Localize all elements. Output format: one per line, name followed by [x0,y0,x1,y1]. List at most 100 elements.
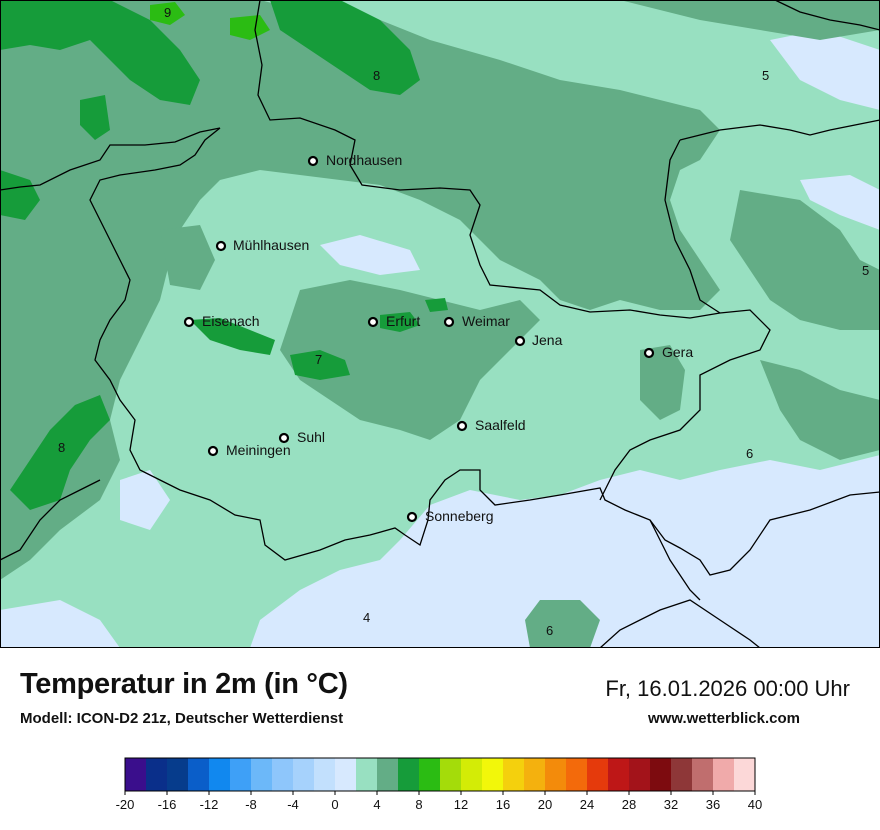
city-dot [367,316,379,328]
city-label: Eisenach [202,313,260,329]
color-legend-ticks: -20 -16 -12 -8 -4 0 4 8 12 16 20 24 28 32 36 40 [116,791,762,812]
city-dot [643,347,655,359]
color-swatch [209,758,231,791]
color-swatch [272,758,294,791]
city-label: Weimar [462,313,510,329]
tick-label: -8 [245,797,257,812]
city-erfurt: Erfurt [367,313,420,329]
tick-label: -12 [200,797,219,812]
temp-band-6-8 [0,0,880,648]
color-swatch [587,758,609,791]
tick-label: 4 [373,797,380,812]
color-swatch [482,758,504,791]
tick-label: 0 [331,797,338,812]
color-swatch [125,758,147,791]
color-legend: -20 -16 -12 -8 -4 0 4 8 12 16 20 24 28 32 36 40 [116,757,762,812]
city-label: Suhl [297,429,325,445]
city-label: Saalfeld [475,417,526,433]
color-swatch [461,758,483,791]
city-weimar: Weimar [443,313,510,329]
color-swatch [734,758,756,791]
color-swatch [146,758,168,791]
tick-label: 16 [496,797,510,812]
color-swatch [440,758,462,791]
tick-label: 12 [454,797,468,812]
color-swatch [671,758,693,791]
city-dot [406,511,418,523]
contour-label: 6 [546,623,553,638]
tick-label: 8 [415,797,422,812]
color-swatch [251,758,273,791]
city-label: Nordhausen [326,152,402,168]
color-swatch [377,758,399,791]
city-dot [514,335,526,347]
city-meiningen: Meiningen [207,442,291,458]
city-dot [215,240,227,252]
contour-label: 7 [315,352,322,367]
color-swatch [188,758,210,791]
tick-label: 32 [664,797,678,812]
contour-label: 5 [762,68,769,83]
color-legend-frame [124,757,756,792]
color-swatch [314,758,336,791]
color-swatch [356,758,378,791]
city-jena: Jena [514,332,563,348]
tick-label: 28 [622,797,636,812]
map-title: Temperatur in 2m (in °C) [20,668,348,700]
city-dot [307,155,319,167]
footer [0,648,880,830]
color-swatch [629,758,651,791]
tick-label: -4 [287,797,299,812]
temp-band-10-12 [150,2,270,40]
city-suhl: Suhl [278,429,325,445]
color-swatch [713,758,735,791]
city-nordhausen: Nordhausen [307,152,402,168]
color-swatch [335,758,357,791]
contour-label: 9 [164,5,171,20]
contour-label: 4 [363,610,370,625]
contour-label: 8 [373,68,380,83]
temp-band-8-10 [0,0,448,510]
tick-label: -20 [116,797,135,812]
tick-label: 36 [706,797,720,812]
city-label: Meiningen [226,442,291,458]
color-swatch [650,758,672,791]
color-swatch [230,758,252,791]
color-swatch [608,758,630,791]
city-dot [183,316,195,328]
color-swatch [545,758,567,791]
city-dot [443,316,455,328]
valid-datetime: Fr, 16.01.2026 00:00 Uhr [605,676,850,701]
city-label: Sonneberg [425,508,494,524]
color-swatch [692,758,714,791]
contour-label: 8 [58,440,65,455]
color-swatch [419,758,441,791]
city-label: Gera [662,344,693,360]
city-muehlhausen: Mühlhausen [215,237,309,253]
color-swatch [503,758,525,791]
city-dot [456,420,468,432]
color-swatch [566,758,588,791]
city-label: Mühlhausen [233,237,309,253]
color-legend-swatches [124,757,756,792]
website-link[interactable]: www.wetterblick.com [648,710,800,727]
state-borders [0,0,880,648]
temperature-map: 9 8 5 5 7 8 6 6 4 Nordhausen Mühlhausen … [0,0,880,648]
model-subtitle: Modell: ICON-D2 21z, Deutscher Wetterdie… [20,710,344,727]
color-swatch [524,758,546,791]
tick-label: -16 [158,797,177,812]
city-eisenach: Eisenach [183,313,260,329]
city-label: Erfurt [386,313,420,329]
city-saalfeld: Saalfeld [456,417,526,433]
city-sonneberg: Sonneberg [406,508,494,524]
color-swatch [293,758,315,791]
city-label: Jena [532,332,563,348]
city-dot [278,432,290,444]
temp-band-2-4 [0,30,880,648]
color-swatch [398,758,420,791]
tick-label: 24 [580,797,594,812]
tick-label: 40 [748,797,762,812]
tick-label: 20 [538,797,552,812]
contour-label: 5 [862,263,869,278]
city-gera: Gera [643,344,693,360]
